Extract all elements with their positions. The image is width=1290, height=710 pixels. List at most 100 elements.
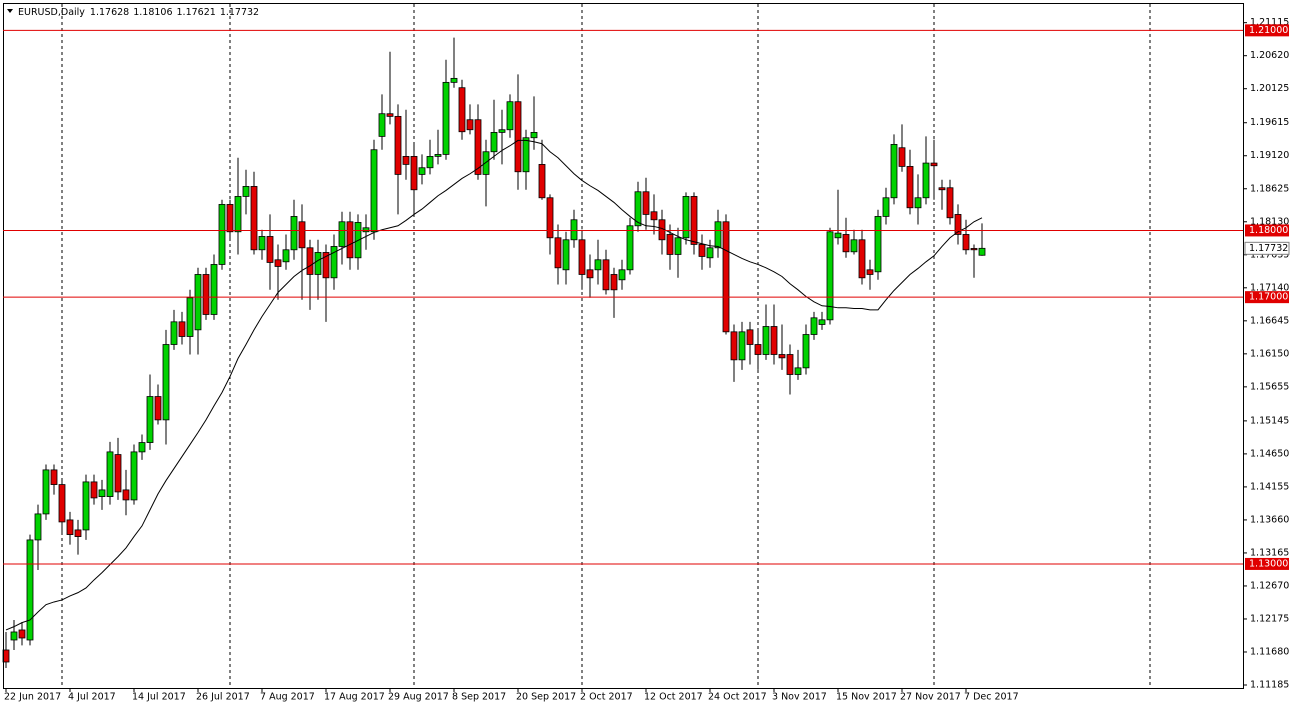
candle-body (410, 156, 418, 191)
candle-body (730, 331, 738, 361)
candle-body (186, 297, 194, 337)
candle-body (698, 244, 706, 257)
y-tick-label: 1.14650 (1250, 448, 1289, 459)
level-label-box (1245, 24, 1289, 37)
x-tick-label: 22 Jun 2017 (4, 692, 61, 703)
y-tick-label: 1.18625 (1250, 183, 1289, 194)
candle-body (770, 326, 778, 355)
candle-body (954, 214, 962, 235)
y-tick-label: 1.15145 (1250, 415, 1289, 426)
candle-body (178, 321, 186, 337)
header-low: 1.17621 (177, 7, 216, 18)
candle-body (234, 196, 242, 233)
y-tick-label: 1.13165 (1250, 547, 1289, 558)
candle-body (50, 469, 58, 485)
level-label-box (1245, 557, 1289, 570)
candle-body (530, 131, 538, 139)
candle-body (642, 191, 650, 215)
candle-body (738, 331, 746, 361)
candle-body (626, 225, 634, 271)
y-tick-label: 1.11680 (1250, 646, 1289, 657)
candle-body (282, 249, 290, 263)
candle-body (298, 221, 306, 249)
candle-body (42, 469, 50, 515)
x-tick-label: 7 Aug 2017 (260, 692, 315, 703)
last-price-label: 1.17732 (1249, 243, 1288, 254)
x-tick-label: 2 Oct 2017 (580, 692, 633, 703)
candle-body (482, 151, 490, 175)
candle-body (274, 259, 282, 267)
candle-body (154, 396, 162, 421)
y-tick-label: 1.17140 (1250, 282, 1289, 293)
y-tick-label: 1.14155 (1250, 481, 1289, 492)
candle-body (130, 451, 138, 501)
candle-body (682, 196, 690, 239)
candle-body (418, 167, 426, 175)
candle-body (170, 321, 178, 345)
menu-arrow[interactable] (7, 9, 13, 13)
last-price-box (1244, 241, 1290, 255)
candle-body (346, 221, 354, 259)
candle-body (242, 186, 250, 197)
y-tick-label: 1.15655 (1250, 381, 1289, 392)
candle-body (90, 481, 98, 499)
candle-body (722, 221, 730, 333)
candle-body (26, 539, 34, 641)
candle-body (426, 156, 434, 169)
y-tick-label: 1.13660 (1250, 514, 1289, 525)
candle-body (58, 484, 66, 523)
candle-body (450, 77, 458, 83)
candle-body (634, 191, 642, 227)
candle-body (962, 234, 970, 251)
candle-body (666, 234, 674, 255)
candle-body (930, 162, 938, 167)
candle-body (162, 344, 170, 421)
candle-body (890, 144, 898, 199)
candle-body (586, 269, 594, 279)
candle-body (458, 87, 466, 133)
candle-body (786, 354, 794, 375)
candle-body (66, 519, 74, 535)
x-tick-label: 7 Dec 2017 (964, 692, 1019, 703)
candle-body (602, 259, 610, 291)
candle-body (778, 354, 786, 359)
y-tick-label: 1.19615 (1250, 117, 1289, 128)
candle-body (706, 247, 714, 259)
candle-body (34, 513, 42, 541)
candle-body (610, 274, 618, 291)
level-label: 1.18000 (1249, 225, 1288, 236)
candle-body (442, 81, 450, 155)
candle-body (762, 326, 770, 355)
candle-body (202, 274, 210, 315)
candle-body (810, 317, 818, 335)
candle-body (922, 162, 930, 199)
y-tick-label: 1.20620 (1250, 50, 1289, 61)
y-tick-label: 1.21115 (1250, 17, 1289, 28)
candle-body (906, 166, 914, 209)
candle-body (370, 149, 378, 233)
candle-body (98, 489, 106, 497)
candle-body (834, 232, 842, 239)
candle-body (794, 367, 802, 375)
x-tick-label: 24 Oct 2017 (708, 692, 767, 703)
candle-body (210, 264, 218, 315)
candle-body (714, 221, 722, 249)
candle-body (562, 239, 570, 271)
plot-area (2, 4, 986, 688)
candle-body (338, 221, 346, 247)
candle-body (258, 236, 266, 251)
candle-body (106, 451, 114, 497)
header-close: 1.17732 (220, 7, 259, 18)
y-tick-label: 1.18130 (1250, 216, 1289, 227)
candle-body (746, 329, 754, 345)
candle-body (882, 197, 890, 217)
candle-body (386, 113, 394, 117)
candle-body (362, 227, 370, 233)
candle-body (498, 129, 506, 133)
candle-body (466, 119, 474, 131)
x-tick-label: 26 Jul 2017 (196, 692, 250, 703)
candle-body (74, 529, 82, 537)
header-open: 1.17628 (90, 7, 129, 18)
candle-body (82, 481, 90, 531)
